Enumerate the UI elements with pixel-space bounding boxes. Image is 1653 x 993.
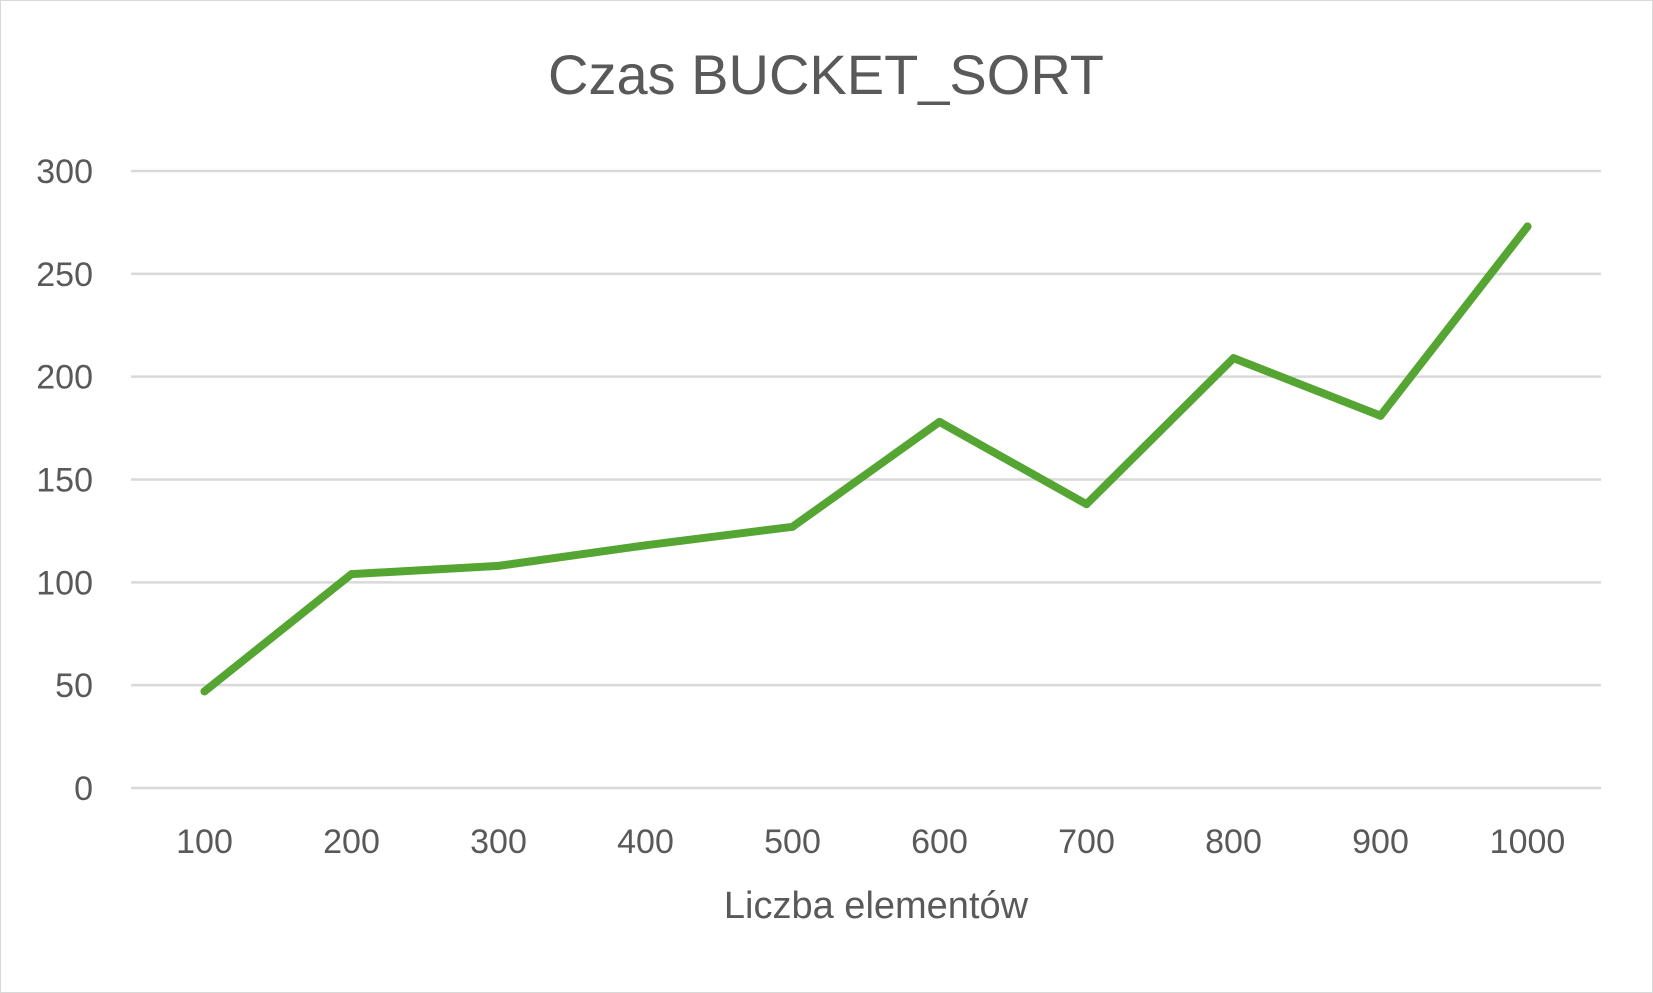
y-tick-label: 250 — [36, 256, 93, 294]
data-point-200 — [347, 570, 356, 579]
y-tick-label: 50 — [55, 667, 93, 705]
gridlines — [131, 169, 1601, 790]
x-tick-label: 700 — [1058, 823, 1115, 861]
data-point-900 — [1376, 411, 1385, 420]
y-tick-label: 100 — [36, 564, 93, 602]
series-line — [200, 222, 1532, 696]
x-tick-label: 100 — [176, 823, 233, 861]
x-tick-label: 200 — [323, 823, 380, 861]
x-tick-label: 600 — [911, 823, 968, 861]
x-axis-title: Liczba elementów — [724, 885, 1029, 927]
data-point-300 — [494, 561, 503, 570]
y-axis-ticks: 0 50 100 150 200 250 300 — [36, 153, 93, 808]
x-tick-label: 500 — [764, 823, 821, 861]
data-point-500 — [788, 522, 797, 531]
data-point-100 — [200, 687, 209, 696]
x-axis-ticks: 100 200 300 400 500 600 700 800 900 1000 — [176, 823, 1565, 861]
x-tick-label: 400 — [617, 823, 674, 861]
x-tick-label: 300 — [470, 823, 527, 861]
data-point-1000 — [1523, 222, 1532, 231]
y-tick-label: 0 — [74, 770, 93, 808]
series-group — [200, 222, 1532, 696]
x-tick-label: 800 — [1205, 823, 1262, 861]
y-tick-label: 150 — [36, 462, 93, 500]
data-point-400 — [641, 541, 650, 550]
x-tick-label: 1000 — [1490, 823, 1566, 861]
data-point-800 — [1229, 354, 1238, 363]
y-tick-label: 200 — [36, 359, 93, 397]
x-tick-label: 900 — [1352, 823, 1409, 861]
y-tick-label: 300 — [36, 153, 93, 191]
data-point-700 — [1082, 500, 1091, 509]
chart-title: Czas BUCKET_SORT — [548, 43, 1104, 106]
data-point-600 — [935, 417, 944, 426]
